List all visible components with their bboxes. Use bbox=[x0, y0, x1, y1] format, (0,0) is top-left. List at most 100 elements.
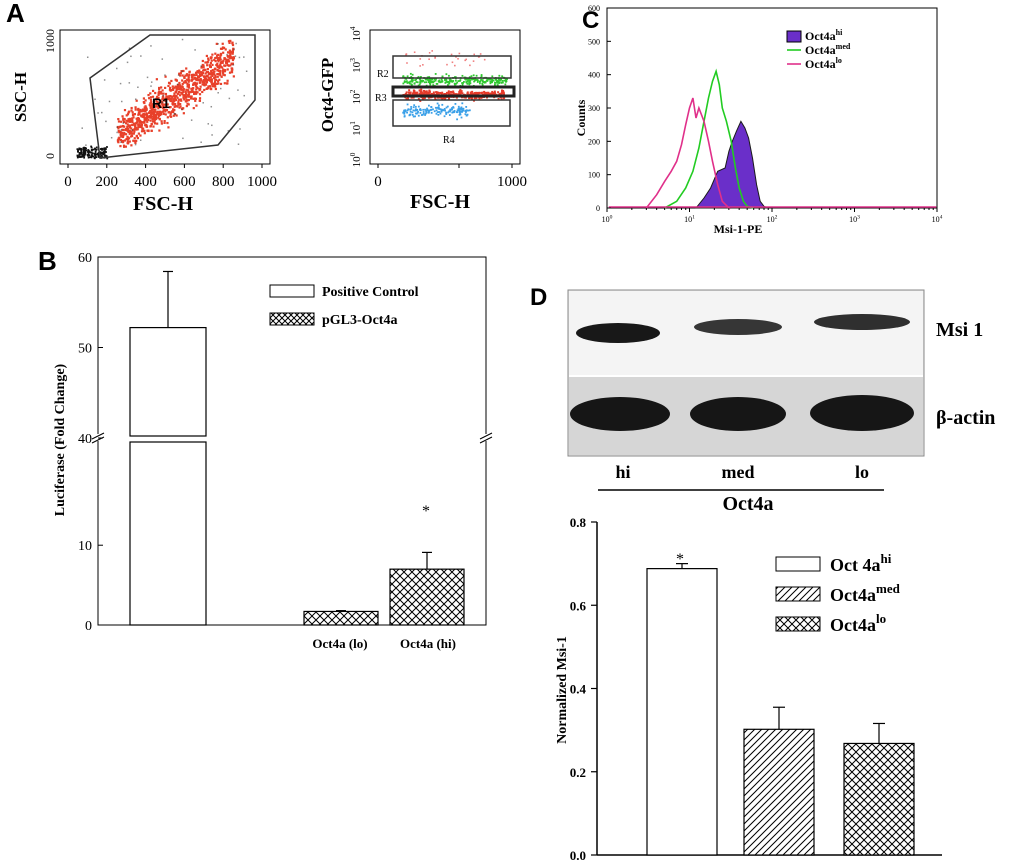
scatter2-point bbox=[496, 84, 499, 86]
scatter1-point bbox=[173, 108, 176, 112]
scatter1-point bbox=[213, 58, 216, 62]
lucif-cat-lo: Oct4a (lo) bbox=[312, 636, 367, 651]
scatter1-point bbox=[229, 39, 232, 43]
scatter1-point bbox=[119, 125, 123, 128]
scatter1-point bbox=[182, 88, 185, 92]
scatter1-point bbox=[135, 99, 138, 102]
scatter1-point bbox=[148, 97, 151, 100]
scatter1-point bbox=[211, 85, 214, 88]
scatter1-point bbox=[101, 152, 104, 154]
scatter1-point bbox=[174, 104, 177, 108]
scatter1-point bbox=[94, 152, 97, 155]
scatter2-point bbox=[403, 112, 406, 115]
scatter1-point bbox=[157, 105, 160, 108]
scatter1-point bbox=[154, 108, 157, 111]
scatter1-point bbox=[216, 62, 219, 65]
scatter2-point bbox=[440, 78, 443, 81]
scatter1-point bbox=[194, 91, 197, 94]
scatter1-point bbox=[139, 121, 143, 124]
scatter2-point bbox=[425, 92, 428, 95]
scatter1-point bbox=[82, 152, 85, 155]
scatter1-point bbox=[195, 92, 198, 95]
scatter1-point bbox=[181, 108, 183, 111]
scatter1-point bbox=[189, 97, 193, 100]
scatter1-point bbox=[212, 85, 215, 88]
scatter1-point bbox=[174, 85, 177, 88]
scatter2-point bbox=[460, 116, 463, 119]
scatter1-point bbox=[95, 156, 98, 159]
blot-bands bbox=[570, 314, 914, 431]
scatter1-point bbox=[181, 70, 183, 73]
scatter1-point bbox=[204, 79, 208, 82]
scatter2-point bbox=[441, 97, 444, 100]
scatter1-point bbox=[156, 113, 160, 116]
scatter1-point bbox=[230, 51, 233, 54]
scatter2-point bbox=[436, 107, 439, 109]
scatter2-point bbox=[418, 83, 421, 86]
scatter1-point bbox=[162, 94, 165, 97]
scatter2-point bbox=[489, 82, 492, 85]
scatter2-point bbox=[449, 78, 452, 81]
gate-r2 bbox=[392, 55, 512, 79]
scatter1-point bbox=[135, 135, 139, 138]
scatter2-point bbox=[445, 113, 448, 115]
scatter1-point bbox=[179, 105, 182, 108]
scatter1-point bbox=[78, 153, 81, 156]
scatter1-point bbox=[164, 110, 167, 113]
gate-r4 bbox=[392, 99, 511, 127]
scatter1-point bbox=[204, 68, 207, 71]
hist-y-tick-label: 400 bbox=[588, 71, 600, 80]
scatter2-point bbox=[413, 104, 416, 107]
scatter1-point bbox=[213, 73, 216, 76]
scatter2-point bbox=[472, 74, 475, 77]
scatter1-point bbox=[227, 40, 231, 43]
scatter1-point bbox=[208, 78, 212, 82]
scatter2-point bbox=[435, 91, 438, 94]
scatter2-point bbox=[449, 110, 451, 113]
scatter2-point bbox=[466, 82, 469, 85]
scatter2-point bbox=[468, 83, 471, 86]
scatter1-point bbox=[219, 63, 222, 66]
scatter1-point bbox=[161, 98, 164, 101]
scatter1-point bbox=[201, 81, 204, 84]
scatter2-point bbox=[495, 78, 497, 81]
gate-r1 bbox=[89, 34, 256, 159]
scatter1-point bbox=[212, 82, 215, 86]
scatter1-point bbox=[161, 103, 164, 106]
scatter2-point bbox=[502, 91, 505, 94]
legend-swatch-positive-control bbox=[269, 284, 315, 298]
scatter2-point bbox=[455, 93, 458, 96]
scatter1-point bbox=[122, 125, 125, 128]
scatter2-point bbox=[468, 97, 471, 100]
scatter1-point bbox=[150, 45, 152, 47]
scatter1-point bbox=[200, 141, 202, 143]
scatter2-point bbox=[447, 92, 450, 95]
scatter2-point bbox=[471, 90, 474, 93]
scatter1-point bbox=[140, 110, 143, 113]
scatter1-point bbox=[90, 145, 93, 148]
scatter2-point bbox=[476, 78, 479, 81]
scatter1-point bbox=[119, 82, 122, 85]
scatter1-point bbox=[200, 65, 204, 69]
scatter2-point bbox=[427, 111, 430, 114]
scatter1-point bbox=[177, 74, 180, 76]
scatter2-x-tick-label: 1000 bbox=[497, 174, 527, 190]
hist-y-tick-label: 500 bbox=[588, 37, 600, 46]
scatter1-point bbox=[187, 77, 190, 80]
scatter2-point bbox=[428, 109, 431, 112]
scatter1-point bbox=[222, 59, 225, 62]
hist-x-label: Msi-1-PE bbox=[714, 222, 763, 236]
scatter1-point bbox=[131, 121, 134, 124]
scatter1-point bbox=[126, 61, 129, 64]
scatter2-point bbox=[426, 93, 429, 96]
scatter2-point bbox=[456, 118, 458, 121]
scatter1-point bbox=[206, 87, 209, 90]
scatter1-x-label: FSC-H bbox=[133, 193, 193, 215]
scatter1-point bbox=[184, 81, 187, 84]
scatter1-point bbox=[125, 128, 128, 132]
scatter2-point bbox=[406, 111, 409, 114]
scatter2-point bbox=[409, 91, 412, 94]
scatter1-point bbox=[190, 76, 194, 79]
scatter1-point bbox=[177, 100, 180, 103]
